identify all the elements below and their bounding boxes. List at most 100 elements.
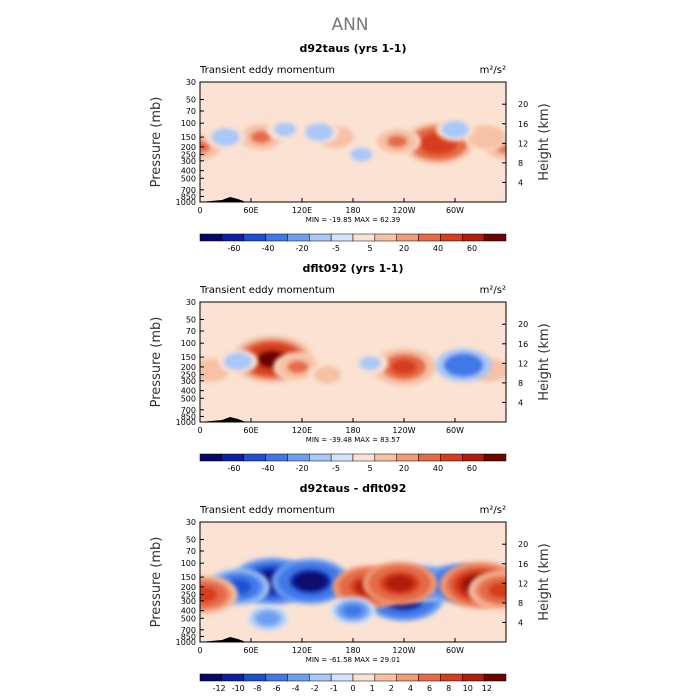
colorbar-label: 20: [399, 244, 409, 253]
contour-field: [200, 82, 506, 202]
panel-subtitle: Transient eddy momentum: [199, 505, 335, 516]
y-tick-label: 1000: [176, 638, 196, 647]
contour-level: [476, 130, 497, 144]
colorbar-swatch: [418, 673, 441, 682]
x-tick-label: 120W: [392, 646, 415, 655]
colorbar-swatch: [309, 233, 332, 242]
x-tick-label: 180: [345, 646, 360, 655]
y-tick-label: 50: [186, 535, 196, 544]
contour-level: [200, 586, 218, 603]
contour-level: [309, 126, 329, 138]
y-tick-label: 1000: [176, 418, 196, 427]
contour-level: [386, 135, 408, 148]
colorbar-swatch: [352, 673, 376, 682]
colorbar-label: 8: [446, 684, 451, 693]
y-tick-label: 400: [181, 387, 196, 396]
y-tick-label: 150: [181, 353, 196, 362]
y-tick-label: 30: [186, 518, 196, 527]
colorbar-label: 0: [350, 684, 355, 693]
contour-field: [200, 302, 506, 422]
y2-tick-label: 16: [518, 340, 528, 349]
y2-tick-label: 16: [518, 120, 528, 129]
y2-tick-label: 16: [518, 560, 528, 569]
colorbar-swatch: [243, 453, 266, 462]
colorbar-swatch: [440, 233, 463, 242]
field-blob: [200, 574, 238, 615]
panel-title: d92taus - dflt092: [300, 482, 407, 495]
contour-level: [391, 359, 417, 375]
colorbar-label: -20: [295, 244, 308, 253]
y-tick-label: 500: [181, 614, 196, 623]
y-tick-label: 50: [186, 315, 196, 324]
units-label: m²/s²: [480, 505, 506, 516]
field-blob: [468, 570, 506, 610]
x-tick-label: 120E: [292, 646, 312, 655]
x-tick-label: 120E: [292, 206, 312, 215]
x-tick-label: 60E: [243, 206, 258, 215]
field-blob: [273, 352, 323, 382]
colorbar-swatch: [396, 233, 419, 242]
colorbar: -60 -40 -20 -5 5 20 40 60: [199, 453, 507, 473]
colorbar-swatch: [374, 453, 397, 462]
colorbar-label: 2: [389, 684, 394, 693]
units-label: m²/s²: [480, 285, 506, 296]
panel-title: dflt092 (yrs 1-1): [303, 262, 404, 275]
min-max-stats: MIN = -19.85 MAX = 62.39: [306, 216, 400, 224]
x-tick-label: 60W: [446, 426, 464, 435]
colorbar: -12 -10 -8 -6 -4 -2 -1 0 1 2 4 6 8 10 12: [199, 673, 507, 693]
y-tick-label: 700: [181, 406, 196, 415]
colorbar-label: 5: [367, 464, 372, 473]
x-tick-label: 60E: [243, 646, 258, 655]
y-tick-label: 200: [181, 143, 196, 152]
colorbar-swatch: [440, 673, 463, 682]
field-blob: [218, 349, 258, 374]
colorbar-swatch: [287, 233, 310, 242]
x-tick-label: 60W: [446, 206, 464, 215]
colorbar-swatch: [352, 453, 376, 462]
colorbar-label: -40: [261, 244, 274, 253]
min-max-stats: MIN = -61.58 MAX = 29.01: [306, 656, 400, 664]
colorbar-swatch: [199, 233, 223, 242]
colorbar-label: 4: [408, 684, 413, 693]
main-title: ANN: [331, 15, 368, 35]
contour-level: [295, 572, 326, 591]
y-tick-label: 500: [181, 394, 196, 403]
colorbar-swatch: [309, 453, 332, 462]
field-blob: [266, 118, 304, 141]
y2-axis-label: Height (km): [537, 543, 552, 620]
field-blob: [271, 558, 350, 605]
x-tick-label: 60W: [446, 646, 464, 655]
colorbar-label: -8: [253, 684, 261, 693]
y2-tick-label: 12: [518, 579, 528, 588]
y-tick-label: 400: [181, 607, 196, 616]
y2-tick-label: 4: [518, 398, 523, 407]
colorbar: -60 -40 -20 -5 5 20 40 60: [199, 233, 507, 253]
y-axis-label: Pressure (mb): [149, 537, 164, 628]
x-tick-label: 0: [197, 646, 202, 655]
contour-level: [318, 368, 337, 381]
colorbar-swatch: [483, 233, 507, 242]
colorbar-label: -20: [295, 464, 308, 473]
y-tick-label: 850: [181, 412, 196, 421]
y-tick-label: 1000: [176, 198, 196, 207]
contour-level: [451, 358, 476, 373]
colorbar-label: 1: [370, 684, 375, 693]
field-blob: [308, 362, 347, 387]
colorbar-swatch: [265, 233, 288, 242]
field-blob: [247, 605, 289, 632]
x-tick-label: 180: [345, 426, 360, 435]
y-tick-label: 400: [181, 167, 196, 176]
field-blob: [463, 123, 506, 151]
y2-tick-label: 12: [518, 359, 528, 368]
colorbar-swatch: [309, 673, 332, 682]
colorbar-swatch: [330, 233, 354, 242]
y-tick-label: 250: [181, 151, 196, 160]
field-blob: [362, 561, 438, 606]
colorbar-label: 40: [433, 464, 443, 473]
colorbar-swatch: [418, 233, 441, 242]
colorbar-swatch: [462, 233, 485, 242]
colorbar-swatch: [374, 673, 397, 682]
colorbar-label: -60: [227, 464, 240, 473]
topography-mask: [200, 637, 246, 642]
